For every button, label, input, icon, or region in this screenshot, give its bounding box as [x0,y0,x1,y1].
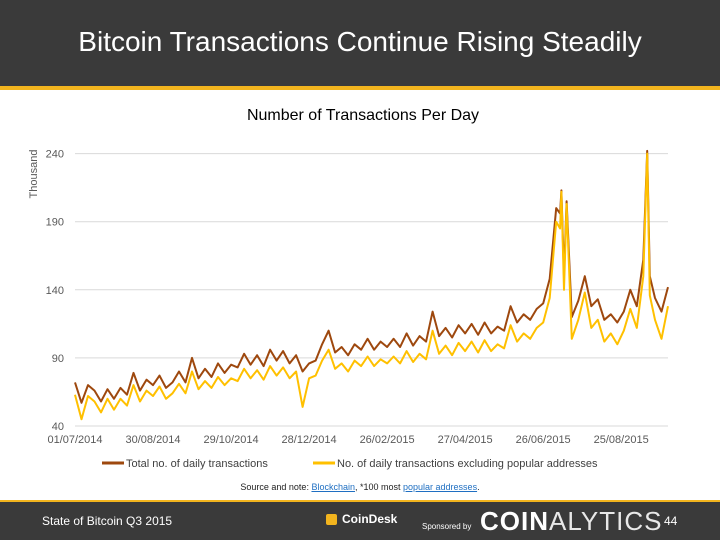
legend-label: No. of daily transactions excluding popu… [337,458,598,470]
coindesk-label: CoinDesk [342,512,398,526]
slide-footer [0,500,720,540]
slide-title: Bitcoin Transactions Continue Rising Ste… [78,26,642,57]
x-tick-label: 25/08/2015 [594,434,649,446]
slide-header [0,0,720,86]
y-axis-label: Thousand [28,150,40,199]
source-middle: , *100 most [354,482,404,492]
brand-part1: COIN [480,506,549,536]
series-line-total [74,149,669,404]
transactions-line-chart: Number of Transactions Per Day Thousand … [28,107,669,470]
report-name: State of Bitcoin Q3 2015 [42,514,173,528]
y-tick-label: 240 [46,149,64,161]
y-tick-label: 90 [52,353,64,365]
chart-title: Number of Transactions Per Day [247,107,479,124]
source-suffix: . [477,482,480,492]
popular-addresses-link[interactable]: popular addresses [403,482,478,492]
y-tick-label: 190 [46,217,64,229]
legend-label: Total no. of daily transactions [126,458,268,470]
y-tick-label: 40 [52,421,64,433]
x-tick-label: 28/12/2014 [282,434,337,446]
sponsored-by-label: Sponsored by [422,522,472,531]
source-note: Source and note: Blockchain, *100 most p… [0,482,720,492]
x-tick-labels: 01/07/2014 30/08/2014 29/10/2014 28/12/2014… [47,434,648,446]
x-tick-label: 26/02/2015 [360,434,415,446]
blockchain-link[interactable]: Blockchain [311,482,355,492]
x-tick-label: 29/10/2014 [204,434,259,446]
y-tick-label: 140 [46,285,64,297]
legend: Total no. of daily transactions No. of da… [102,458,598,470]
x-tick-label: 01/07/2014 [47,434,102,446]
source-prefix: Source and note: [240,482,312,492]
coindesk-icon [326,513,337,525]
footer-accent-rule [0,500,720,502]
coindesk-logo: CoinDesk [326,512,397,526]
page-number: 44 [664,514,678,528]
x-tick-label: 27/04/2015 [438,434,493,446]
brand-part2: ALYTICS [549,506,663,536]
header-accent-rule [0,86,720,90]
x-tick-label: 30/08/2014 [125,434,180,446]
x-tick-label: 26/06/2015 [516,434,571,446]
coinalytics-logo: COINALYTICS [480,506,662,537]
y-tick-labels: 40 90 140 190 240 [46,149,64,433]
series-lines [74,149,669,421]
series-line-excluding-popular [74,152,669,421]
